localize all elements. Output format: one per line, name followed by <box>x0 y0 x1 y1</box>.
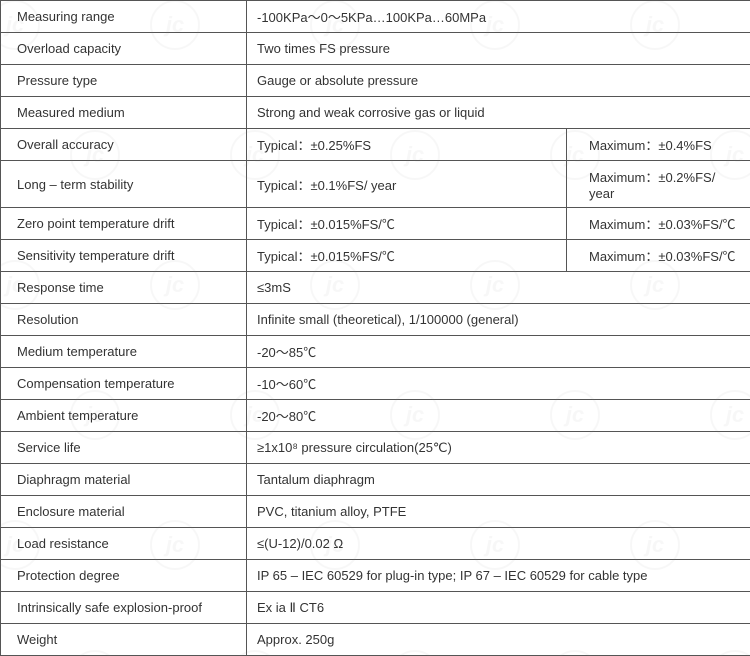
spec-typical: Typical：±0.1%FS/ year <box>247 161 567 208</box>
table-row: Protection degreeIP 65 – IEC 60529 for p… <box>1 560 750 592</box>
table-row: Measuring range-100KPa～0～5KPa…100KPa…60M… <box>1 1 750 33</box>
spec-label: Sensitivity temperature drift <box>1 240 247 272</box>
spec-label: Medium temperature <box>1 336 247 368</box>
spec-label: Diaphragm material <box>1 464 247 496</box>
spec-label: Weight <box>1 624 247 656</box>
table-row: ResolutionInfinite small (theoretical), … <box>1 304 750 336</box>
spec-value: ≥1x10⁸ pressure circulation(25℃) <box>247 432 750 464</box>
table-row: Long – term stabilityTypical：±0.1%FS/ ye… <box>1 161 750 208</box>
spec-typical: Typical：±0.015%FS/℃ <box>247 208 567 240</box>
spec-value: Strong and weak corrosive gas or liquid <box>247 97 750 129</box>
table-row: Medium temperature-20～85℃ <box>1 336 750 368</box>
spec-label: Measuring range <box>1 1 247 33</box>
table-row: Response time≤3mS <box>1 272 750 304</box>
spec-label: Long – term stability <box>1 161 247 208</box>
spec-value: -20～85℃ <box>247 336 750 368</box>
spec-value: ≤3mS <box>247 272 750 304</box>
table-row: Enclosure materialPVC, titanium alloy, P… <box>1 496 750 528</box>
table-row: Sensitivity temperature driftTypical：±0.… <box>1 240 750 272</box>
spec-value: Gauge or absolute pressure <box>247 65 750 97</box>
table-row: Service life≥1x10⁸ pressure circulation(… <box>1 432 750 464</box>
spec-label: Zero point temperature drift <box>1 208 247 240</box>
spec-value: ≤(U-12)/0.02 Ω <box>247 528 750 560</box>
spec-label: Compensation temperature <box>1 368 247 400</box>
spec-maximum: Maximum：±0.2%FS/ year <box>567 161 750 208</box>
table-row: Ambient temperature-20～80℃ <box>1 400 750 432</box>
spec-typical: Typical：±0.015%FS/℃ <box>247 240 567 272</box>
spec-label: Enclosure material <box>1 496 247 528</box>
spec-value: -20～80℃ <box>247 400 750 432</box>
spec-label: Overload capacity <box>1 33 247 65</box>
table-row: Intrinsically safe explosion-proofEx ia … <box>1 592 750 624</box>
spec-maximum: Maximum：±0.03%FS/℃ <box>567 208 750 240</box>
spec-value: -10～60℃ <box>247 368 750 400</box>
spec-label: Ambient temperature <box>1 400 247 432</box>
spec-value: -100KPa～0～5KPa…100KPa…60MPa <box>247 1 750 33</box>
spec-label: Measured medium <box>1 97 247 129</box>
spec-value: Approx. 250g <box>247 624 750 656</box>
table-row: Overall accuracyTypical：±0.25%FSMaximum：… <box>1 129 750 161</box>
spec-label: Load resistance <box>1 528 247 560</box>
spec-label: Response time <box>1 272 247 304</box>
spec-value: Two times FS pressure <box>247 33 750 65</box>
table-row: Zero point temperature driftTypical：±0.0… <box>1 208 750 240</box>
spec-value: Infinite small (theoretical), 1/100000 (… <box>247 304 750 336</box>
spec-label: Pressure type <box>1 65 247 97</box>
table-row: WeightApprox. 250g <box>1 624 750 656</box>
spec-typical: Typical：±0.25%FS <box>247 129 567 161</box>
spec-value: PVC, titanium alloy, PTFE <box>247 496 750 528</box>
table-row: Compensation temperature-10～60℃ <box>1 368 750 400</box>
table-row: Load resistance≤(U-12)/0.02 Ω <box>1 528 750 560</box>
table-row: Overload capacityTwo times FS pressure <box>1 33 750 65</box>
spec-label: Resolution <box>1 304 247 336</box>
spec-label: Overall accuracy <box>1 129 247 161</box>
spec-value: IP 65 – IEC 60529 for plug-in type; IP 6… <box>247 560 750 592</box>
spec-label: Intrinsically safe explosion-proof <box>1 592 247 624</box>
spec-maximum: Maximum：±0.03%FS/℃ <box>567 240 750 272</box>
spec-table: Measuring range-100KPa～0～5KPa…100KPa…60M… <box>0 0 750 656</box>
spec-maximum: Maximum：±0.4%FS <box>567 129 750 161</box>
table-row: Diaphragm materialTantalum diaphragm <box>1 464 750 496</box>
spec-label: Protection degree <box>1 560 247 592</box>
table-row: Measured mediumStrong and weak corrosive… <box>1 97 750 129</box>
table-row: Pressure typeGauge or absolute pressure <box>1 65 750 97</box>
spec-value: Ex ia Ⅱ CT6 <box>247 592 750 624</box>
spec-value: Tantalum diaphragm <box>247 464 750 496</box>
spec-label: Service life <box>1 432 247 464</box>
